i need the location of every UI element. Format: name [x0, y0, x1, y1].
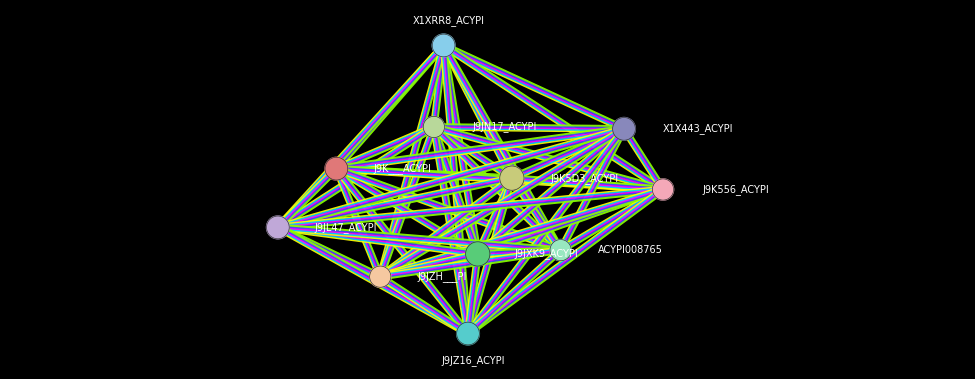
Text: X1X443_ACYPI: X1X443_ACYPI	[663, 124, 733, 134]
Text: X1XRR8_ACYPI: X1XRR8_ACYPI	[412, 16, 485, 26]
Ellipse shape	[456, 322, 480, 345]
Ellipse shape	[466, 242, 489, 266]
Ellipse shape	[266, 216, 290, 239]
Text: J9K___ACYPI: J9K___ACYPI	[373, 163, 431, 174]
Text: J9JXK9_ACYPI: J9JXK9_ACYPI	[515, 249, 578, 259]
Ellipse shape	[550, 240, 571, 261]
Ellipse shape	[500, 166, 524, 190]
Ellipse shape	[432, 34, 455, 57]
Text: J9JN17_ACYPI: J9JN17_ACYPI	[473, 122, 537, 132]
Ellipse shape	[612, 117, 636, 140]
Text: J9K5D3_ACYPI: J9K5D3_ACYPI	[551, 173, 619, 183]
Text: J9JZ16_ACYPI: J9JZ16_ACYPI	[441, 355, 505, 365]
Text: J9JL47_ACYPI: J9JL47_ACYPI	[315, 222, 377, 233]
Ellipse shape	[652, 179, 674, 200]
Text: ACYPI008765: ACYPI008765	[598, 245, 663, 255]
Ellipse shape	[423, 116, 445, 138]
Ellipse shape	[325, 157, 348, 180]
Ellipse shape	[370, 266, 391, 287]
Text: J9JZH___PI: J9JZH___PI	[417, 271, 467, 282]
Text: J9K556_ACYPI: J9K556_ACYPI	[702, 184, 768, 195]
